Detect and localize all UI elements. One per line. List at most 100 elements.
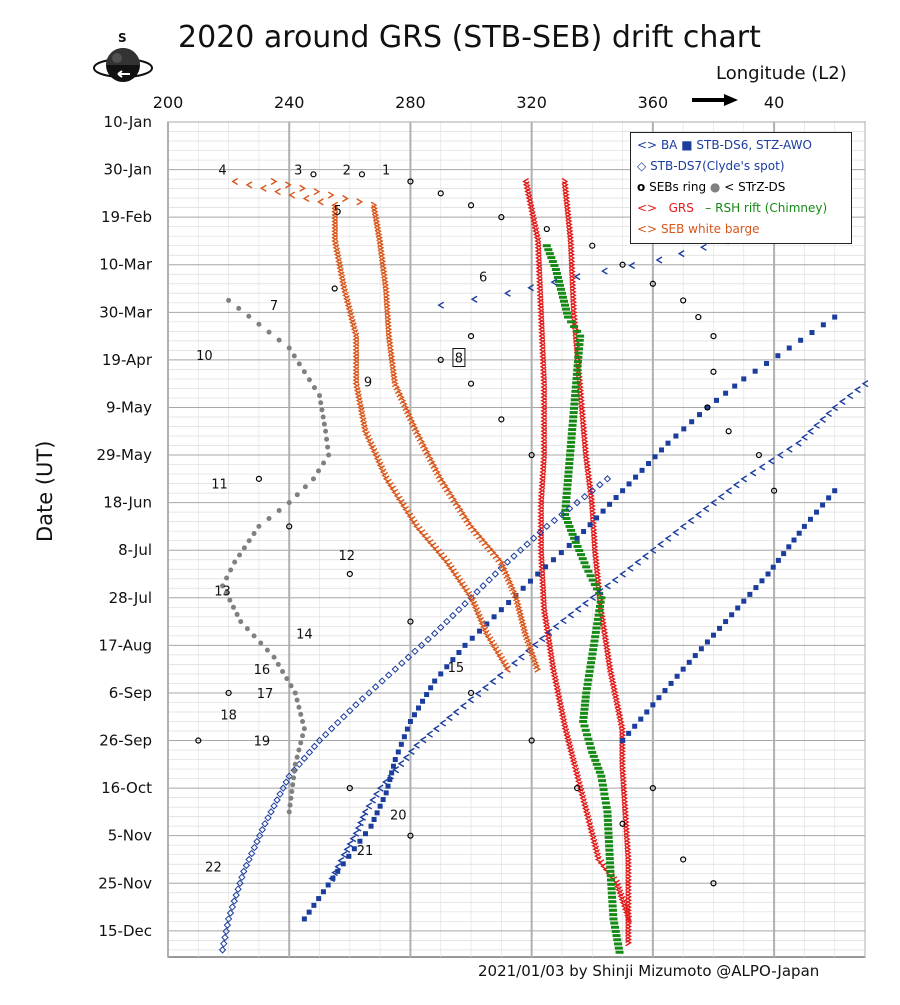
rsh-rift-chimney-mark — [563, 487, 572, 491]
rsh-rift-chimney-mark — [571, 394, 580, 398]
strz-ds-mark — [232, 559, 238, 565]
stb-ds7-clyde-s-spot-mark — [479, 582, 487, 590]
rsh-rift-chimney-mark — [547, 256, 556, 260]
stb-ds6-stz-awo-mark — [620, 488, 626, 494]
x-tick-label: 360 — [638, 93, 669, 112]
ba-mark — [437, 301, 445, 309]
seb-white-barge-mark — [381, 271, 388, 279]
stb-ds7-clyde-s-spot-mark — [300, 754, 309, 763]
seb-white-barge-mark — [389, 359, 397, 367]
rsh-rift-chimney-mark — [562, 491, 571, 495]
strz-ds-mark — [294, 697, 300, 703]
ba-mark — [552, 622, 560, 630]
stb-ds7-clyde-s-spot-mark — [485, 576, 493, 584]
grs-mark — [618, 721, 626, 729]
rsh-rift-chimney-mark — [560, 303, 569, 307]
stb-ds7-clyde-s-spot-mark — [327, 724, 336, 733]
y-tick-label: 17-Aug — [99, 636, 152, 654]
sebs-ring-mark — [310, 171, 317, 178]
rsh-rift-chimney-mark — [599, 788, 608, 792]
ba-mark — [354, 824, 362, 832]
ba-mark — [861, 380, 869, 388]
stb-ds6-stz-awo-mark — [747, 591, 753, 597]
stb-ds6-stz-awo-mark — [646, 461, 652, 467]
seb-white-barge-mark — [506, 577, 513, 586]
seb-white-barge-mark — [288, 191, 296, 199]
rsh-rift-chimney-mark — [614, 942, 623, 946]
ba-mark — [467, 696, 474, 704]
ba-mark — [459, 702, 467, 710]
seb-white-barge-mark — [418, 437, 426, 446]
strz-ds-mark — [220, 583, 226, 589]
seb-white-barge-mark — [317, 198, 324, 206]
rsh-rift-chimney-mark — [582, 687, 591, 691]
rsh-rift-chimney-mark — [598, 779, 607, 783]
feature-number-label: 13 — [214, 585, 231, 600]
seb-white-barge-mark — [433, 468, 441, 476]
stb-ds6-stz-awo-mark — [607, 501, 613, 507]
seb-white-barge-mark — [373, 217, 381, 226]
rsh-rift-chimney-mark — [573, 544, 582, 548]
ba-mark — [794, 439, 802, 447]
stb-ds7-clyde-s-spot-mark — [236, 879, 244, 887]
stb-ds7-clyde-s-spot-mark — [250, 843, 259, 852]
stb-ds7-clyde-s-spot-mark — [411, 647, 419, 656]
grs-mark — [600, 862, 607, 870]
stb-ds6-stz-awo-mark — [798, 337, 804, 343]
rsh-rift-chimney-mark — [568, 419, 577, 423]
seb-white-barge-mark — [503, 571, 511, 579]
stb-ds7-clyde-s-spot-mark — [536, 528, 544, 537]
grs-mark — [603, 642, 611, 650]
seb-white-barge-mark — [504, 574, 512, 582]
strz-ds-mark — [223, 590, 229, 596]
strz-ds-mark — [316, 468, 322, 474]
stb-ds6-stz-awo-mark — [432, 678, 438, 684]
rsh-rift-chimney-mark — [611, 929, 620, 933]
ba-mark — [702, 504, 710, 513]
seb-white-barge-mark — [473, 529, 480, 537]
grs-mark — [583, 458, 591, 466]
rsh-rift-chimney-mark — [604, 840, 613, 844]
grs-mark — [591, 546, 599, 554]
sebs-ring-mark — [680, 856, 687, 863]
stb-ds6-stz-awo-mark — [301, 916, 307, 922]
stb-ds7-clyde-s-spot-mark — [222, 927, 230, 936]
rsh-rift-chimney-mark — [556, 287, 565, 291]
rsh-rift-chimney-mark — [589, 648, 598, 652]
seb-white-barge-mark — [356, 198, 364, 206]
grs-mark — [563, 201, 571, 209]
stb-ds7-clyde-s-spot-mark — [253, 837, 261, 846]
grs-mark — [601, 629, 609, 637]
rsh-rift-chimney-mark — [595, 604, 604, 608]
sebs-ring-mark — [467, 689, 475, 697]
seb-white-barge-mark — [424, 535, 431, 543]
stb-ds6-stz-awo-mark — [753, 585, 759, 591]
seb-white-barge-mark — [376, 237, 384, 245]
ba-mark — [445, 713, 453, 722]
stb-ds6-stz-awo-mark — [411, 712, 417, 718]
rsh-rift-chimney-mark — [580, 711, 589, 715]
legend-row-barge: <> SEB white barge — [637, 219, 851, 240]
stb-ds6-stz-awo-mark — [325, 882, 331, 888]
seb-white-barge-mark — [428, 458, 436, 466]
rsh-rift-chimney-mark — [598, 783, 607, 787]
rsh-rift-chimney-mark — [586, 574, 595, 578]
strz-ds-mark — [241, 545, 247, 551]
stb-ds6-stz-awo-mark — [729, 612, 735, 618]
stb-ds6-stz-awo-mark — [832, 314, 838, 320]
seb-white-barge-mark — [492, 552, 500, 560]
stb-ds6-stz-awo-mark — [680, 666, 686, 672]
rsh-rift-chimney-mark — [595, 591, 604, 595]
strz-ds-mark — [326, 452, 332, 458]
stb-ds6-stz-awo-mark — [791, 537, 797, 543]
seb-white-barge-mark — [371, 208, 379, 216]
seb-white-barge-mark — [518, 613, 525, 621]
stb-ds6-stz-awo-mark — [659, 447, 665, 453]
stb-ds7-clyde-s-spot-mark — [267, 808, 275, 816]
stb-ds6-stz-awo-mark — [710, 632, 716, 638]
seb-white-barge-mark — [381, 278, 389, 286]
stb-ds6-stz-awo-mark — [456, 649, 462, 655]
stb-ds7-clyde-s-spot-mark — [234, 885, 242, 893]
x-tick-label: 200 — [153, 93, 184, 112]
seb-white-barge-mark — [533, 662, 540, 670]
